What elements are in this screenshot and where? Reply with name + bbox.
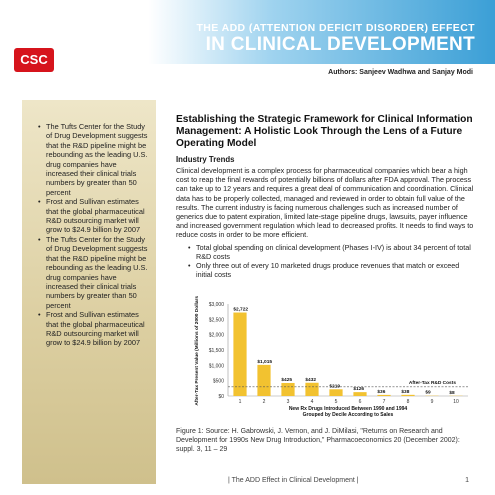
article-bullets: Total global spending on clinical develo…: [176, 243, 476, 280]
sidebar-item: Frost and Sullivan estimates that the gl…: [38, 310, 150, 348]
sidebar-item: The Tufts Center for the Study of Drug D…: [38, 235, 150, 310]
bar-chart: $0 $500 $1,000 $1,500 $2,000 $2,500 $3,000 Afte…: [194, 294, 468, 418]
article-paragraph: Clinical development is a complex proces…: [176, 166, 474, 240]
chart-bar: [281, 382, 295, 396]
chart-bar: [305, 382, 319, 396]
sidebar-item: Frost and Sullivan estimates that the gl…: [38, 197, 150, 235]
chart-bar: [257, 364, 271, 396]
chart-bar: [353, 392, 367, 396]
x-tick-label: 9: [431, 399, 434, 405]
reference-line-label: After-Tax R&D Costs: [409, 380, 456, 386]
chart-bar: [401, 394, 415, 396]
bar-value-label: $425: [281, 377, 292, 383]
bar-value-label: $38: [401, 389, 409, 395]
y-tick-label: $2,000: [209, 333, 225, 339]
csc-logo: CSC: [14, 48, 54, 72]
bar-value-label: $126: [353, 386, 364, 392]
sidebar-list: The Tufts Center for the Study of Drug D…: [22, 100, 156, 348]
y-tick-label: $3,000: [209, 302, 225, 308]
y-axis-title: After-Tax Present Value (Millions of 200…: [194, 296, 200, 406]
x-tick-label: 2: [263, 399, 266, 405]
x-tick-label: 8: [407, 399, 410, 405]
chart-bar: [377, 394, 391, 396]
y-tick-label: $0: [218, 394, 224, 400]
x-tick-label: 6: [359, 399, 362, 405]
x-tick-label: 3: [287, 399, 290, 405]
x-axis-title-line2: Grouped by Decile According to Sales: [303, 412, 394, 418]
report-title-line1: THE ADD (ATTENTION DEFICIT DISORDER) EFF…: [196, 22, 475, 34]
bar-value-label: $219: [329, 383, 340, 389]
sidebar-panel: The Tufts Center for the Study of Drug D…: [22, 100, 156, 484]
report-title-line2: IN CLINICAL DEVELOPMENT: [205, 34, 475, 55]
section-subhead: Industry Trends: [176, 155, 235, 164]
y-tick-label: $2,500: [209, 317, 225, 323]
authors-line: Authors: Sanjeev Wadhwa and Sanjay Modi: [328, 69, 473, 76]
x-tick-label: 1: [239, 399, 242, 405]
page-footer: | The ADD Effect in Clinical Development…: [0, 476, 495, 488]
x-tick-label: 10: [453, 399, 459, 405]
article-headline: Establishing the Strategic Framework for…: [176, 114, 473, 149]
y-tick-label: $500: [213, 379, 224, 385]
article-body: Establishing the Strategic Framework for…: [176, 114, 476, 279]
page-number: 1: [465, 477, 469, 484]
x-tick-label: 4: [311, 399, 314, 405]
footer-title: | The ADD Effect in Clinical Development…: [228, 477, 359, 484]
bar-value-label: $9: [425, 390, 431, 396]
y-tick-label: $1,000: [209, 363, 225, 369]
bar-value-label: $2,722: [233, 307, 248, 313]
figure-caption: Figure 1: Source: H. Gabrowski, J. Verno…: [176, 428, 460, 453]
x-axis-title-line1: New Rx Drugs Introduced Between 1990 and…: [289, 406, 408, 412]
bar-value-label: $8: [449, 390, 455, 396]
chart-bar: [233, 312, 247, 396]
sidebar-item: The Tufts Center for the Study of Drug D…: [38, 122, 150, 197]
x-tick-label: 5: [335, 399, 338, 405]
article-bullet: Total global spending on clinical develo…: [188, 243, 476, 261]
bar-value-label: $36: [377, 389, 385, 395]
article-bullet: Only three out of every 10 marketed drug…: [188, 261, 476, 279]
y-tick-label: $1,500: [209, 348, 225, 354]
bar-value-label: $1,015: [257, 359, 272, 365]
chart-bar: [329, 389, 343, 396]
bar-value-label: $432: [305, 377, 316, 383]
header-band: [0, 0, 495, 64]
x-tick-label: 7: [383, 399, 386, 405]
chart-container: $0 $500 $1,000 $1,500 $2,000 $2,500 $3,000 Afte…: [176, 294, 476, 418]
